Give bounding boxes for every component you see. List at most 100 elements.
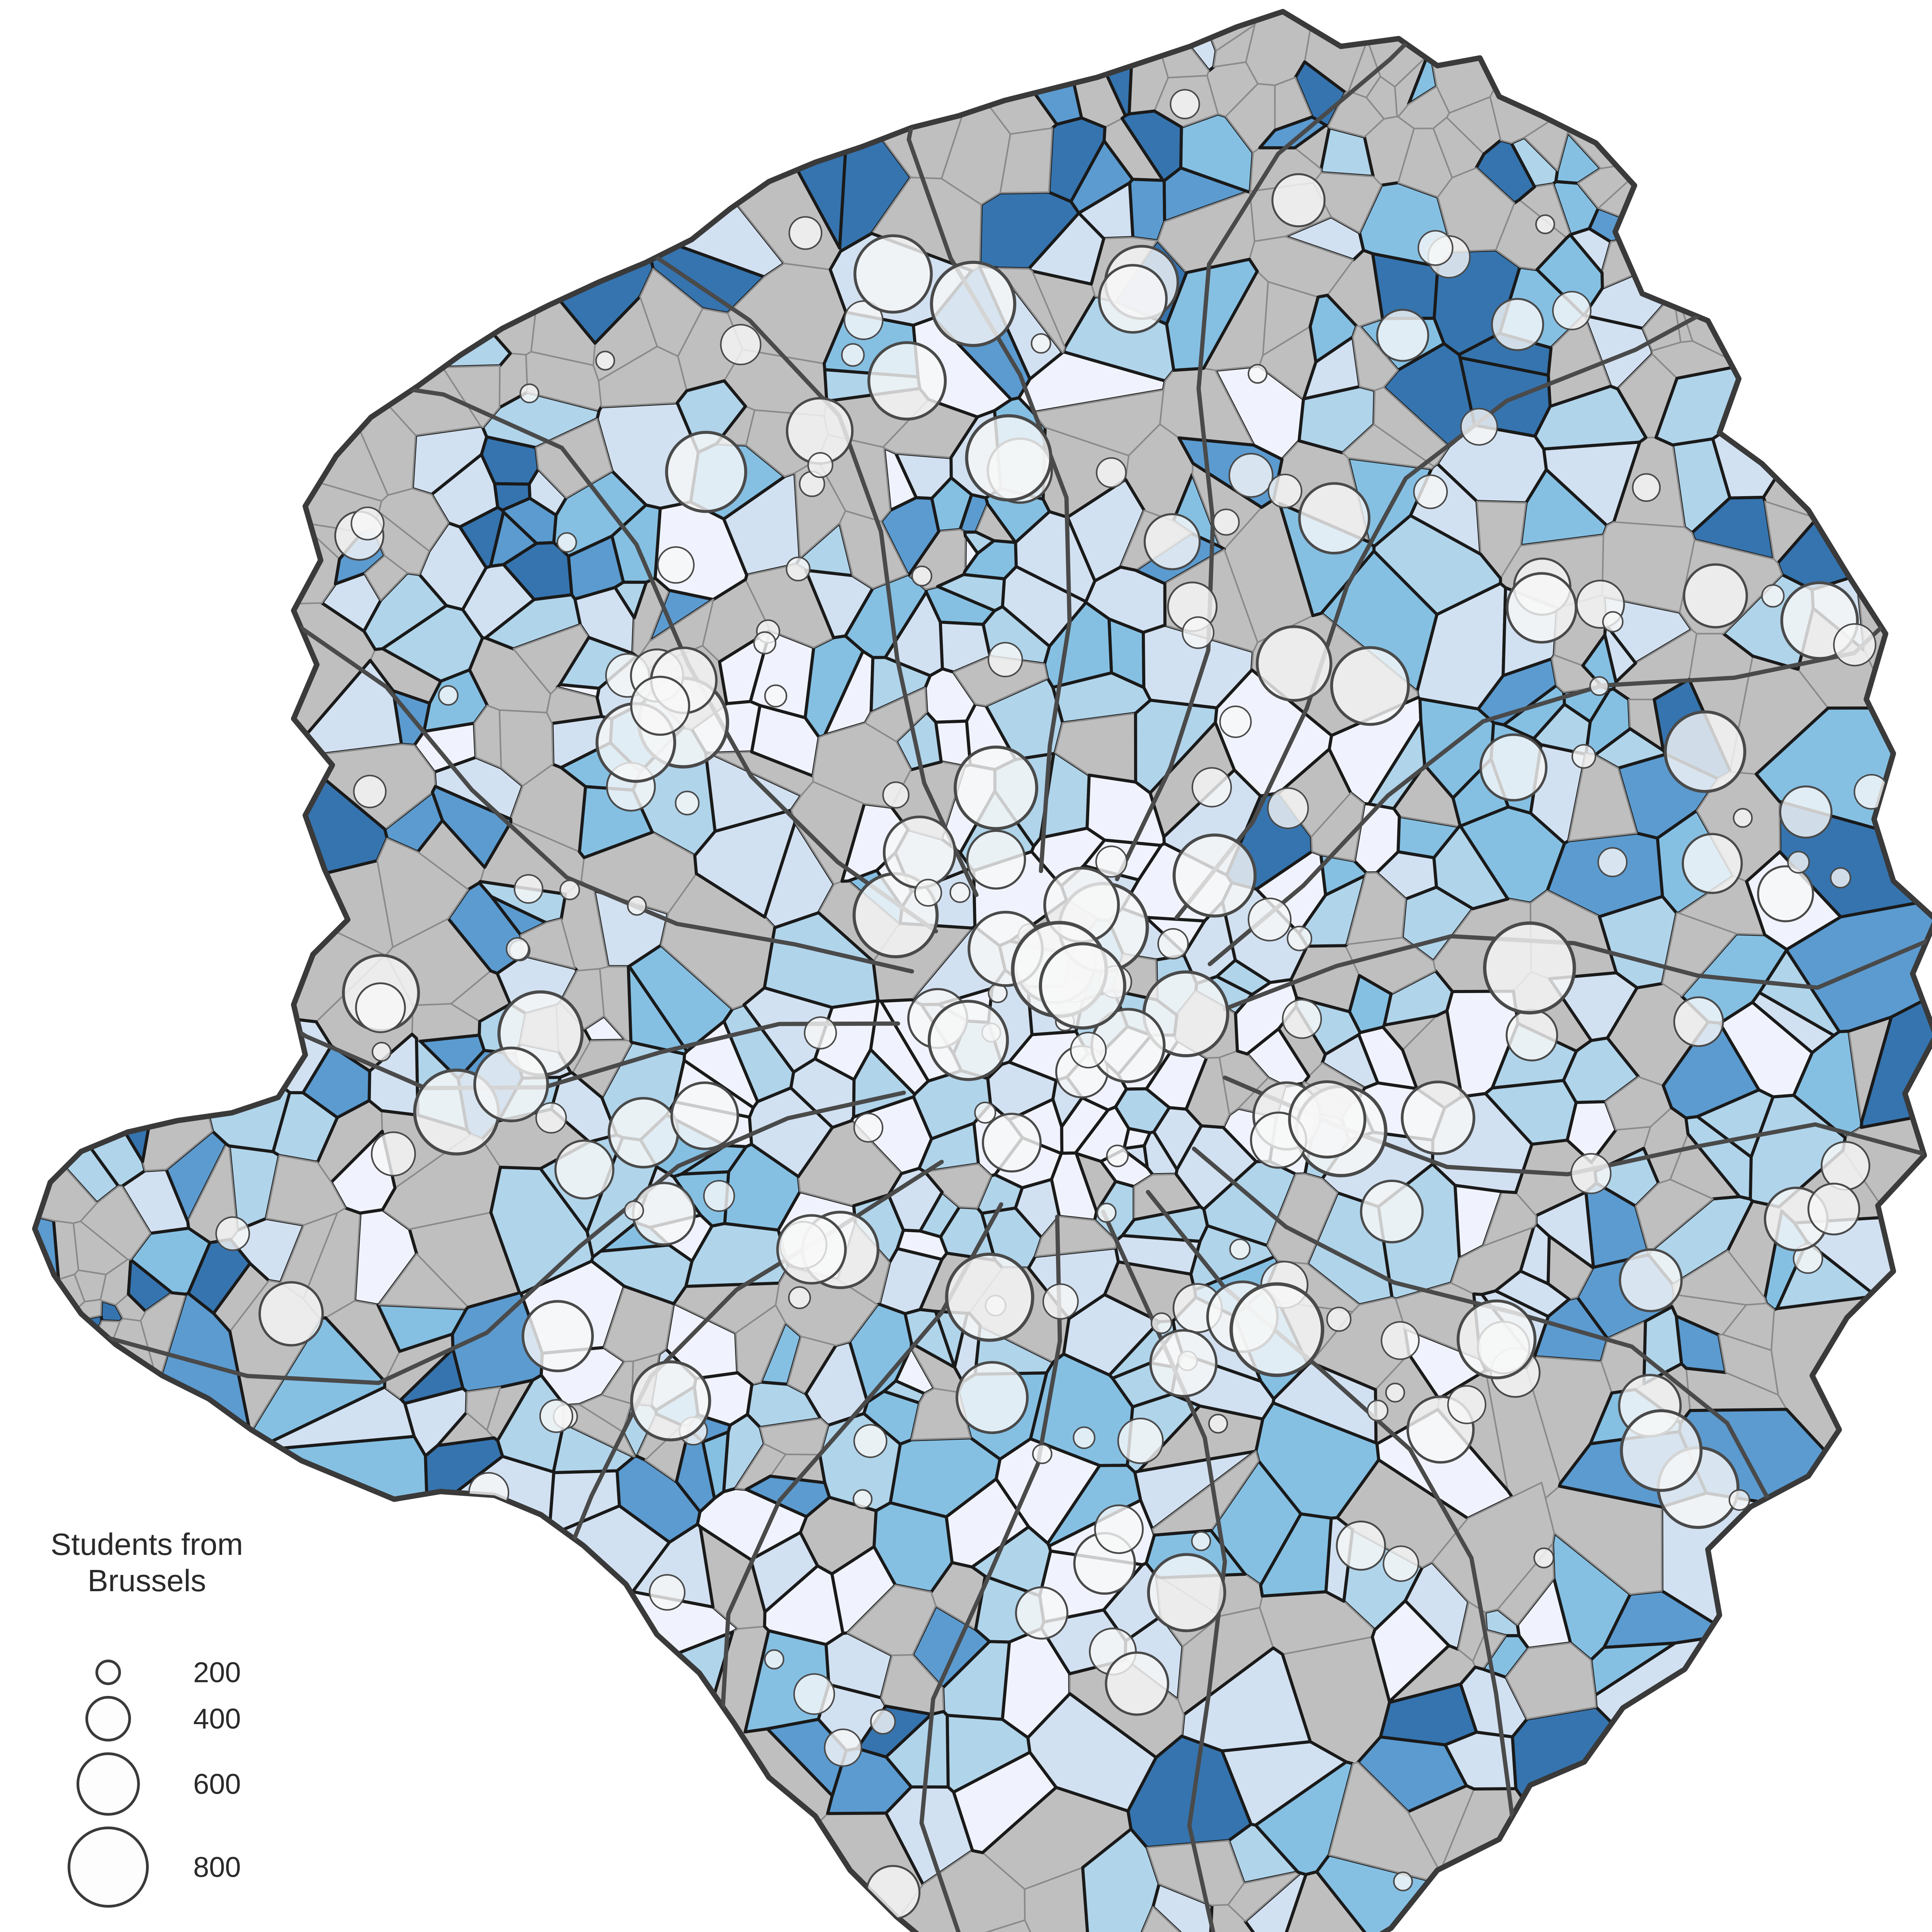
student-bubble[interactable] — [1298, 482, 1371, 554]
student-bubble[interactable] — [1552, 291, 1592, 330]
student-bubble[interactable] — [853, 234, 933, 314]
student-bubble[interactable] — [1456, 1299, 1537, 1379]
map-sector[interactable] — [1675, 0, 1932, 370]
student-bubble[interactable] — [1172, 833, 1257, 918]
student-bubble[interactable] — [981, 1112, 1042, 1173]
student-bubble[interactable] — [1256, 625, 1333, 702]
student-bubble[interactable] — [1381, 1321, 1420, 1360]
student-bubble[interactable] — [966, 830, 1026, 890]
student-bubble[interactable] — [1663, 710, 1747, 793]
map-sector[interactable] — [130, 0, 541, 355]
student-bubble[interactable] — [1483, 921, 1576, 1015]
student-bubble[interactable] — [1096, 457, 1127, 488]
student-bubble[interactable] — [556, 532, 577, 553]
student-bubble[interactable] — [1383, 1545, 1419, 1582]
student-bubble[interactable] — [1506, 572, 1578, 644]
map-sector[interactable] — [0, 368, 383, 533]
student-bubble[interactable] — [1360, 1179, 1424, 1243]
student-bubble[interactable] — [1589, 676, 1609, 696]
student-bubble[interactable] — [841, 343, 865, 367]
student-bubble[interactable] — [788, 1286, 811, 1309]
map-sector[interactable] — [0, 602, 376, 794]
student-bubble[interactable] — [1757, 865, 1814, 922]
student-bubble[interactable] — [371, 1042, 392, 1062]
student-bubble[interactable] — [630, 675, 690, 736]
student-bubble[interactable] — [1287, 925, 1313, 951]
student-bubble[interactable] — [1597, 847, 1628, 878]
student-bubble[interactable] — [607, 1097, 679, 1168]
student-bubble[interactable] — [776, 1214, 847, 1285]
student-bubble[interactable] — [804, 1016, 837, 1050]
student-bubble[interactable] — [930, 260, 1017, 347]
student-bubble[interactable] — [350, 506, 385, 541]
student-bubble[interactable] — [911, 565, 932, 587]
student-bubble[interactable] — [1417, 230, 1454, 266]
student-bubble[interactable] — [703, 1180, 735, 1212]
student-bubble[interactable] — [1413, 474, 1448, 509]
map-sector[interactable] — [1032, 389, 1165, 456]
student-bubble[interactable] — [215, 1216, 250, 1251]
student-bubble[interactable] — [1330, 646, 1410, 726]
student-bubble[interactable] — [853, 1112, 884, 1143]
student-bubble[interactable] — [1031, 333, 1051, 354]
student-bubble[interactable] — [1733, 808, 1753, 828]
student-bubble[interactable] — [1105, 1651, 1169, 1716]
student-bubble[interactable] — [824, 1728, 862, 1767]
student-bubble[interactable] — [1619, 1248, 1683, 1313]
student-bubble[interactable] — [1326, 1306, 1352, 1332]
student-bubble[interactable] — [1149, 1329, 1218, 1398]
student-bubble[interactable] — [1367, 1400, 1389, 1422]
student-bubble[interactable] — [1098, 264, 1168, 334]
student-bubble[interactable] — [1096, 1202, 1117, 1223]
student-bubble[interactable] — [965, 414, 1053, 502]
student-bubble[interactable] — [1143, 513, 1201, 570]
student-bubble[interactable] — [788, 216, 823, 250]
student-bubble[interactable] — [355, 982, 406, 1033]
student-bubble[interactable] — [883, 815, 956, 889]
student-bubble[interactable] — [974, 1102, 997, 1124]
map-sector[interactable] — [1567, 0, 1932, 170]
student-bubble[interactable] — [1830, 867, 1851, 889]
student-bubble[interactable] — [1032, 1444, 1053, 1464]
map-sector[interactable] — [685, 1919, 1036, 1932]
student-bubble[interactable] — [1787, 851, 1810, 874]
map-sector[interactable] — [382, 1134, 501, 1230]
student-bubble[interactable] — [927, 1000, 1009, 1081]
student-bubble[interactable] — [1248, 897, 1292, 942]
student-bubble[interactable] — [1620, 1409, 1703, 1492]
map-sector[interactable] — [0, 0, 389, 502]
student-bubble[interactable] — [1288, 1080, 1367, 1159]
student-bubble[interactable] — [1535, 214, 1555, 235]
student-bubble[interactable] — [1094, 1504, 1144, 1554]
student-bubble[interactable] — [1106, 1145, 1129, 1167]
student-bubble[interactable] — [1219, 705, 1252, 738]
student-bubble[interactable] — [514, 874, 544, 904]
map-sector[interactable] — [1594, 1633, 1932, 1932]
map-sector[interactable] — [1660, 1492, 1932, 1806]
student-bubble[interactable] — [1117, 1417, 1164, 1464]
student-bubble[interactable] — [1533, 1547, 1554, 1568]
student-bubble[interactable] — [1336, 1520, 1386, 1571]
student-bubble[interactable] — [1479, 733, 1548, 802]
student-bubble[interactable] — [473, 1046, 549, 1122]
student-bubble[interactable] — [853, 1424, 888, 1458]
student-bubble[interactable] — [1267, 787, 1309, 829]
student-bubble[interactable] — [764, 1649, 784, 1670]
student-bubble[interactable] — [670, 1081, 739, 1150]
student-bubble[interactable] — [1571, 744, 1596, 769]
student-bubble[interactable] — [1779, 785, 1833, 839]
map-sector[interactable] — [1489, 0, 1650, 144]
student-bubble[interactable] — [371, 1131, 416, 1177]
map-sector[interactable] — [1439, 1788, 1821, 1932]
student-bubble[interactable] — [1042, 1283, 1079, 1320]
student-bubble[interactable] — [1833, 623, 1876, 667]
student-bubble[interactable] — [786, 556, 811, 582]
student-bubble[interactable] — [866, 1865, 921, 1920]
student-bubble[interactable] — [627, 896, 647, 916]
student-bubble[interactable] — [956, 1361, 1029, 1434]
student-bubble[interactable] — [258, 1281, 324, 1347]
student-bubble[interactable] — [1376, 309, 1429, 362]
student-bubble[interactable] — [657, 546, 695, 584]
student-bubble[interactable] — [1460, 408, 1498, 446]
